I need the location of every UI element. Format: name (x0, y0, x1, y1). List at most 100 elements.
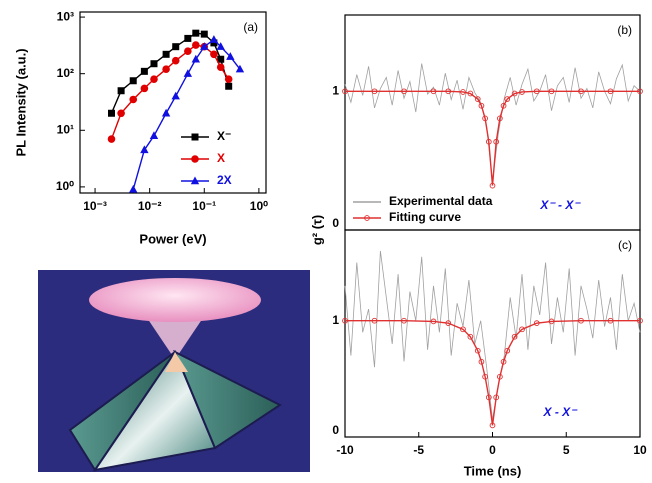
marker (209, 35, 219, 43)
marker (460, 89, 466, 95)
marker (200, 30, 208, 38)
marker (493, 394, 500, 401)
marker (474, 96, 481, 102)
marker (467, 90, 474, 97)
marker (482, 373, 488, 380)
marker (489, 422, 496, 429)
marker (460, 326, 466, 333)
marker (482, 115, 488, 122)
marker (371, 88, 378, 95)
series-line (344, 250, 641, 420)
x-tick-label: 10⁻³ (83, 199, 107, 213)
marker (149, 131, 159, 139)
marker (129, 77, 137, 85)
marker (190, 176, 200, 185)
marker (478, 358, 485, 365)
annotation: X⁻ - X⁻ (539, 198, 581, 212)
marker (445, 320, 452, 327)
marker (191, 155, 199, 163)
marker (184, 47, 192, 55)
marker (216, 42, 225, 50)
x-tick-label: 10⁰ (250, 199, 268, 213)
marker (161, 108, 171, 117)
panel-label: (a) (243, 20, 258, 34)
marker (533, 88, 540, 95)
x-tick-label: 0 (489, 443, 496, 457)
marker (478, 102, 485, 109)
y-tick-label: 10¹ (57, 122, 74, 136)
marker (430, 318, 437, 325)
marker (171, 56, 180, 65)
marker (401, 88, 407, 95)
marker (150, 60, 158, 68)
y-tick-label: 0 (332, 216, 339, 230)
marker (210, 39, 218, 47)
marker (533, 320, 540, 327)
marker (162, 50, 170, 58)
marker (224, 75, 233, 83)
marker (183, 69, 193, 77)
marker (342, 317, 348, 324)
marker (217, 55, 225, 63)
series-line (344, 63, 641, 182)
marker (210, 50, 218, 59)
marker (150, 75, 158, 83)
legend-label: X (217, 151, 225, 165)
x-tick-label: 10 (633, 443, 647, 457)
marker (637, 317, 643, 324)
y-tick-label: 1 (332, 83, 339, 97)
marker (226, 52, 235, 60)
panel-label: (b) (617, 23, 632, 37)
marker (578, 88, 584, 95)
illustration (38, 270, 310, 472)
marker (500, 102, 507, 109)
marker (191, 133, 199, 141)
marker (107, 135, 116, 143)
marker (140, 84, 149, 93)
marker (607, 88, 614, 95)
marker (184, 34, 192, 42)
legend-label: Experimental data (389, 194, 493, 208)
marker (497, 373, 503, 380)
marker (578, 317, 584, 324)
series-line (345, 90, 640, 186)
marker (364, 215, 370, 221)
legend-label: X⁻ (217, 129, 231, 143)
marker (342, 88, 348, 95)
marker (107, 109, 115, 117)
marker (430, 88, 437, 95)
y-tick-label: 0 (332, 423, 339, 437)
marker (172, 43, 180, 51)
x-tick-label: -10 (336, 443, 354, 457)
marker (191, 54, 201, 63)
y-tick-label: 10² (57, 66, 74, 80)
marker (474, 347, 481, 354)
marker (162, 65, 170, 74)
series-line (345, 320, 640, 426)
marker (235, 64, 245, 73)
marker (216, 63, 225, 72)
marker (607, 317, 614, 324)
marker (371, 317, 378, 324)
marker (401, 317, 407, 324)
y-tick-label: 1 (332, 313, 339, 327)
marker (485, 394, 492, 401)
marker (519, 89, 525, 95)
y-axis-label: PL Intensity (a.u.) (13, 48, 28, 156)
marker (504, 347, 511, 354)
x-tick-label: 10⁻² (138, 199, 162, 213)
y-tick-label: 10⁰ (56, 179, 74, 193)
marker (511, 90, 518, 97)
legend-label: Fitting curve (389, 210, 461, 224)
marker (192, 29, 200, 37)
marker (117, 109, 125, 118)
marker (497, 115, 503, 122)
marker (129, 184, 138, 193)
marker (192, 41, 200, 49)
panel-label: (c) (618, 238, 632, 252)
marker (637, 88, 643, 95)
series-line (110, 44, 230, 140)
marker (140, 145, 149, 154)
